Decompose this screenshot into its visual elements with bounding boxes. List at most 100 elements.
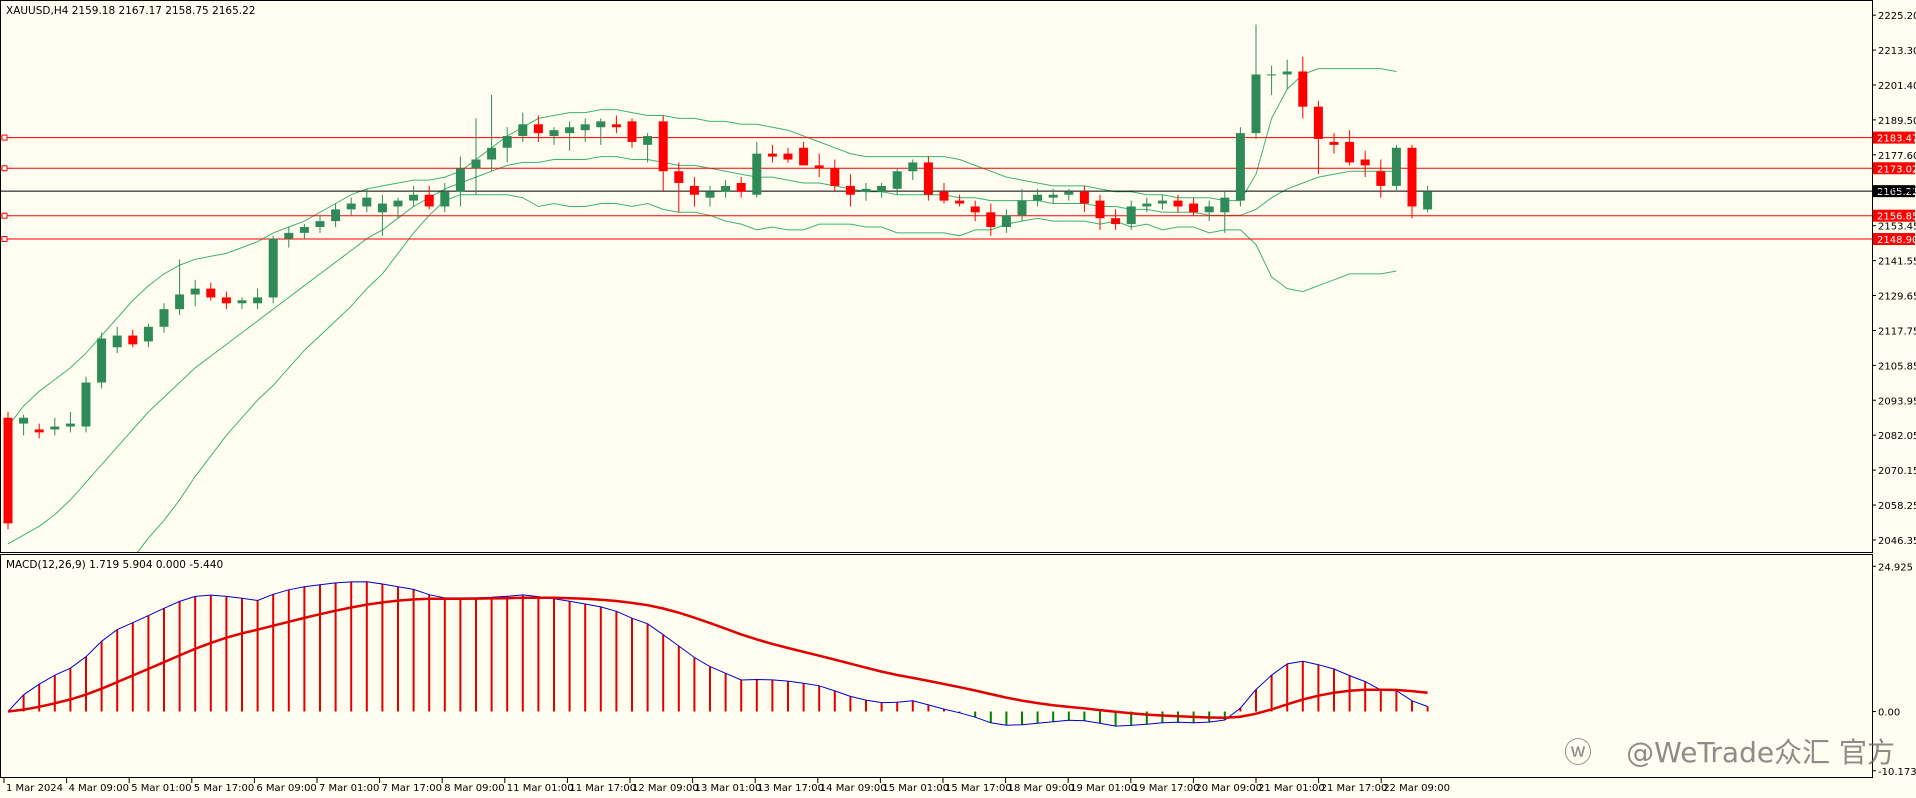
candle-body <box>533 124 543 134</box>
band-bb-upper <box>7 68 1397 427</box>
price-tick-label: 2058.25 <box>1878 501 1916 512</box>
candle-body <box>1064 191 1074 195</box>
candle-body <box>549 130 559 137</box>
level-handle[interactable] <box>1 165 8 172</box>
candle-body <box>830 168 840 186</box>
level-price-tag <box>1873 162 1915 175</box>
candle-body <box>1282 71 1292 75</box>
level-price-label: 2156.85 <box>1877 212 1916 223</box>
macd-tick-label: 0.00 <box>1878 707 1900 718</box>
time-axis: 1 Mar 2024 4 Mar 09:00 5 Mar 01:00 5 Mar 17… <box>3 778 1450 794</box>
candle-body <box>19 417 29 424</box>
candle-body <box>1345 141 1355 163</box>
band-bb-lower <box>137 194 1397 552</box>
price-axis: 2225.20 2213.30 2201.40 2189.50 2177.60 2165.… <box>1872 11 1916 547</box>
time-tick-label: 18 Mar 09:00 <box>1008 783 1075 794</box>
candle-body <box>190 288 200 295</box>
candle-body <box>1329 141 1339 145</box>
time-tick-label: 15 Mar 01:00 <box>882 783 949 794</box>
level-price-label: 2165.22 <box>1877 187 1916 198</box>
candle-body <box>112 335 122 348</box>
candle-body <box>65 423 75 427</box>
candle-body <box>393 200 403 207</box>
candle-body <box>565 127 575 134</box>
level-price-label: 2148.90 <box>1877 235 1916 246</box>
candle-body <box>674 171 684 183</box>
time-tick-label: 4 Mar 09:00 <box>69 783 129 794</box>
candle-body <box>611 124 621 128</box>
candle-body <box>377 203 387 213</box>
candle-body <box>502 136 512 148</box>
candle-body <box>128 335 138 345</box>
candle-body <box>799 147 809 166</box>
candle-body <box>627 121 637 142</box>
watermark-logo-icon: ⓦ <box>1564 736 1592 769</box>
candle-body <box>923 162 933 195</box>
candle-body <box>471 159 481 169</box>
level-price-label: 2183.47 <box>1877 134 1916 145</box>
candle-body <box>1111 218 1121 225</box>
candle-body <box>34 429 44 433</box>
time-tick-label: 11 Mar 01:00 <box>507 783 574 794</box>
time-tick-label: 7 Mar 01:00 <box>319 783 379 794</box>
level-price-tag <box>1873 209 1915 222</box>
candle-body <box>1360 159 1370 166</box>
time-tick-label: 15 Mar 17:00 <box>945 783 1012 794</box>
candle-body <box>1391 147 1401 186</box>
time-tick-label: 21 Mar 01:00 <box>1258 783 1325 794</box>
level-handle[interactable] <box>1 236 8 243</box>
time-tick-label: 12 Mar 09:00 <box>632 783 699 794</box>
candle-body <box>1001 215 1011 227</box>
time-tick-label: 19 Mar 01:00 <box>1070 783 1137 794</box>
candle-body <box>908 162 918 172</box>
candle-body <box>424 194 434 207</box>
time-tick-label: 22 Mar 09:00 <box>1383 783 1450 794</box>
price-tick-label: 2093.95 <box>1878 396 1916 407</box>
candle-body <box>1423 191 1433 210</box>
candle-body <box>409 194 419 201</box>
time-tick-label: 14 Mar 09:00 <box>820 783 887 794</box>
candle-body <box>440 191 450 207</box>
price-tick-label: 2070.15 <box>1878 466 1916 477</box>
price-tick-label: 2213.30 <box>1878 46 1916 57</box>
candle-body <box>970 206 980 213</box>
macd-signal-line <box>7 596 1428 720</box>
time-tick-label: 19 Mar 17:00 <box>1133 783 1200 794</box>
candle-body <box>237 300 247 304</box>
candle-body <box>1204 206 1214 213</box>
candle-body <box>752 153 762 195</box>
candle-body <box>455 168 465 192</box>
candle-body <box>346 203 356 210</box>
candle-body <box>1048 194 1058 198</box>
level-price-tag <box>1873 233 1915 246</box>
candle-body <box>814 165 824 169</box>
level-handle[interactable] <box>1 212 8 219</box>
candle-body <box>50 426 60 430</box>
candle-body <box>1033 194 1043 201</box>
time-tick-label: 20 Mar 09:00 <box>1195 783 1262 794</box>
macd-tick-label: -10.173 <box>1878 767 1916 778</box>
price-chart-header: XAUUSD,H4 2159.18 2167.17 2158.75 2165.2… <box>6 5 255 17</box>
candle-body <box>362 197 372 207</box>
candle-body <box>1173 200 1183 207</box>
level-handle[interactable] <box>1 134 8 141</box>
price-tick-label: 2046.35 <box>1878 536 1916 547</box>
price-tick-label: 2129.65 <box>1878 292 1916 303</box>
candle-body <box>487 147 497 160</box>
candle-body <box>206 288 216 298</box>
candle-body <box>268 238 278 298</box>
candle-body <box>689 185 699 195</box>
candle-body <box>721 185 731 192</box>
candle-body <box>1220 197 1230 213</box>
candle-body <box>705 191 715 198</box>
candle-body <box>658 121 668 172</box>
candle-body <box>783 153 793 160</box>
macd-panel-frame <box>0 554 1873 778</box>
price-panel-frame <box>0 0 1873 553</box>
candle-body <box>253 297 263 304</box>
candle-body <box>1157 200 1167 204</box>
candle-body <box>221 297 231 304</box>
time-tick-label: 11 Mar 17:00 <box>569 783 636 794</box>
